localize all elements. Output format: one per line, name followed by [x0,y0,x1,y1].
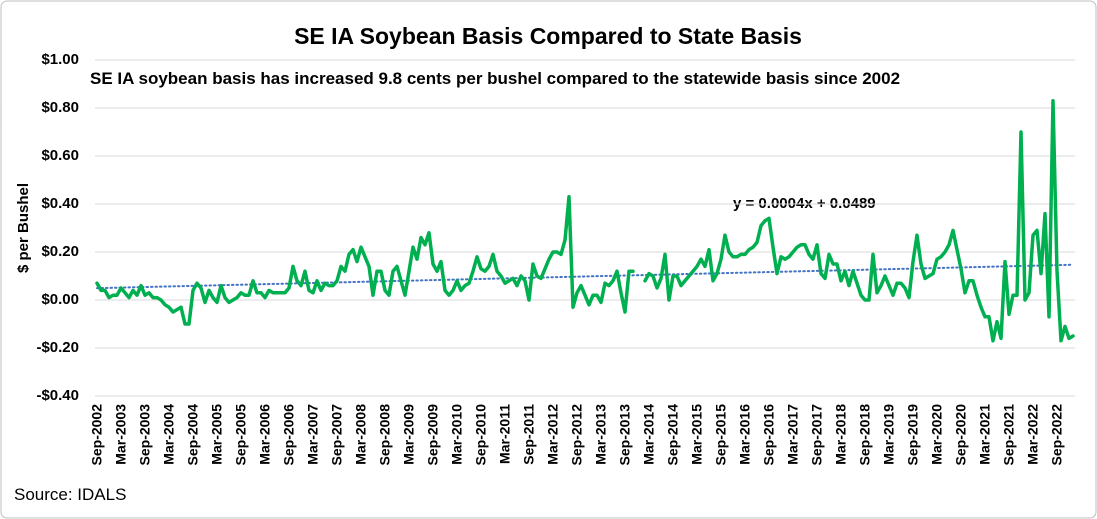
y-tick-label: $0.00 [41,291,79,308]
y-tick-label: $0.20 [41,243,79,260]
x-tick-label: Sep-2004 [185,404,201,466]
x-tick-label: Mar-2005 [209,404,225,465]
x-tick-label: Mar-2022 [1025,404,1041,465]
x-tick-label: Sep-2009 [425,404,441,466]
x-tick-label: Mar-2003 [113,404,129,465]
y-tick-label: -$0.20 [36,339,79,356]
x-tick-label: Mar-2018 [833,404,849,465]
x-tick-label: Sep-2013 [617,404,633,466]
x-tick-label: Mar-2021 [977,404,993,465]
x-tick-label: Sep-2007 [329,404,345,466]
y-tick-label: $0.60 [41,147,79,164]
x-tick-label: Sep-2021 [1001,404,1017,466]
y-tick-label: $0.80 [41,99,79,116]
x-tick-label: Mar-2012 [545,404,561,465]
y-axis-label: $ per Bushel [15,183,32,273]
y-tick-label: -$0.40 [36,387,79,404]
series-line [95,99,1075,343]
x-tick-label: Mar-2004 [161,404,177,465]
x-tick-label: Sep-2016 [761,404,777,466]
x-tick-label: Mar-2006 [257,404,273,465]
x-tick-label: Sep-2008 [377,404,393,466]
x-tick-label: Sep-2006 [281,404,297,466]
x-tick-label: Mar-2009 [401,404,417,465]
x-tick-label: Sep-2010 [473,404,489,466]
chart-subtitle: SE IA soybean basis has increased 9.8 ce… [90,69,900,88]
x-tick-label: Sep-2011 [521,404,537,465]
x-tick-label: Sep-2002 [89,404,105,466]
x-tick-label: Mar-2015 [689,404,705,465]
x-tick-label: Sep-2017 [809,404,825,466]
y-tick-label: $0.40 [41,195,79,212]
x-tick-label: Mar-2020 [929,404,945,465]
chart-title: SE IA Soybean Basis Compared to State Ba… [294,23,802,49]
source: Source: IDALS [14,485,126,504]
x-tick-label: Mar-2014 [641,404,657,465]
x-tick-label: Sep-2012 [569,404,585,466]
x-tick-label: Mar-2007 [305,404,321,465]
x-tick-label: Sep-2019 [905,404,921,466]
x-tick-label: Mar-2008 [353,404,369,465]
x-tick-label: Mar-2013 [593,404,609,465]
x-tick-label: Mar-2016 [737,404,753,465]
trendline [96,263,1074,290]
x-tick-label: Sep-2014 [665,404,681,466]
y-tick-label: $1.00 [41,51,79,68]
x-tick-label: Mar-2011 [497,404,513,464]
x-tick-label: Sep-2020 [953,404,969,466]
x-tick-label: Sep-2022 [1049,404,1065,466]
x-tick-label: Sep-2015 [713,404,729,466]
x-tick-label: Sep-2003 [137,404,153,466]
x-tick-label: Mar-2019 [881,404,897,465]
x-tick-label: Mar-2010 [449,404,465,465]
x-tick-label: Sep-2005 [233,404,249,466]
x-tick-label: Mar-2017 [785,404,801,465]
x-tick-label: Sep-2018 [857,404,873,466]
